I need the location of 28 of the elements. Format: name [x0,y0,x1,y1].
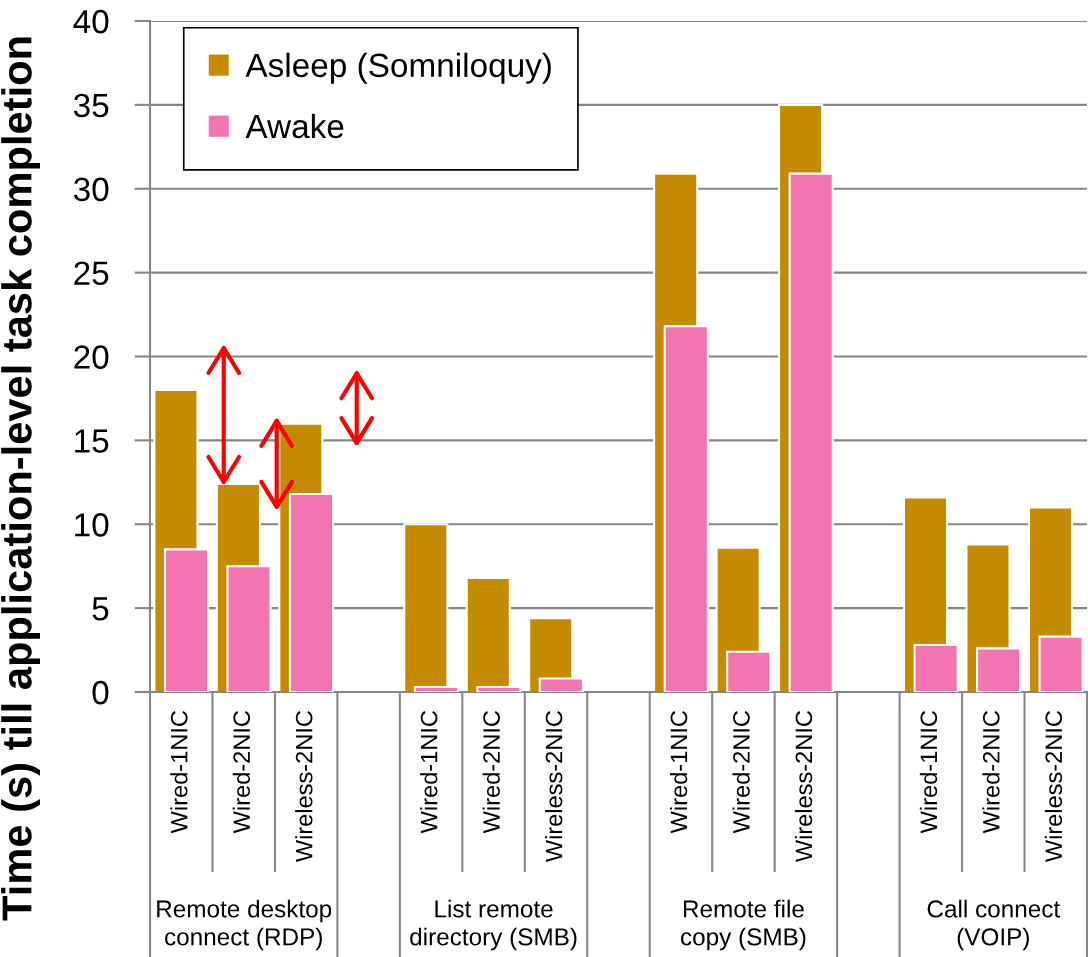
text: List remote directory (SMB) [410,899,577,951]
y-tick-label: 10 [75,513,109,537]
y-tick-label: 20 [74,345,109,369]
y-tick-label: 40 [73,9,109,34]
y-tick-label: 25 [74,261,109,286]
text: Call connect (VOIP) [927,899,1060,951]
y-tick-label: 0 [92,680,109,705]
y-tick-label: 15 [75,429,109,453]
text: Remote file copy (SMB) [680,899,806,951]
x-tick-label: Wireless-2NIC [1044,710,1063,863]
x-tick-label: Wired-2NIC [482,710,500,834]
x-tick-label: Wireless-2NIC [545,710,563,863]
y-tick-label: 5 [92,597,109,621]
legend-label: Awake [245,113,344,139]
legend-label: Asleep (Somniloquy) [245,52,551,84]
x-tick-label: Wired-2NIC [732,710,750,834]
text: Remote desktop connect (RDP) [157,899,332,951]
x-tick-label: Wired-2NIC [232,710,251,834]
x-tick-label: Wireless-2NIC [794,710,813,863]
x-tick-label: Wired-1NIC [420,710,438,834]
x-tick-label: Wireless-2NIC [295,710,313,863]
y-axis-title: Time (s) till application-level task completion [1,37,40,921]
x-tick-label: Wired-1NIC [919,710,938,834]
y-tick-label: 30 [73,177,109,202]
x-tick-label: Wired-1NIC [170,710,188,834]
x-tick-label: Wired-2NIC [982,710,1000,834]
x-tick-label: Wired-1NIC [669,710,688,834]
y-tick-label: 35 [73,93,109,118]
